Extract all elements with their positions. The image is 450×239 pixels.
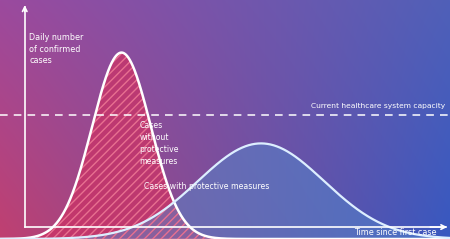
Text: Current healthcare system capacity: Current healthcare system capacity [311, 103, 446, 109]
Text: Cases with protective measures: Cases with protective measures [144, 182, 270, 191]
Text: Time since first case: Time since first case [354, 228, 436, 237]
Text: Cases
without
protective
measures: Cases without protective measures [140, 121, 179, 166]
Text: Daily number
of confirmed
cases: Daily number of confirmed cases [29, 33, 84, 65]
